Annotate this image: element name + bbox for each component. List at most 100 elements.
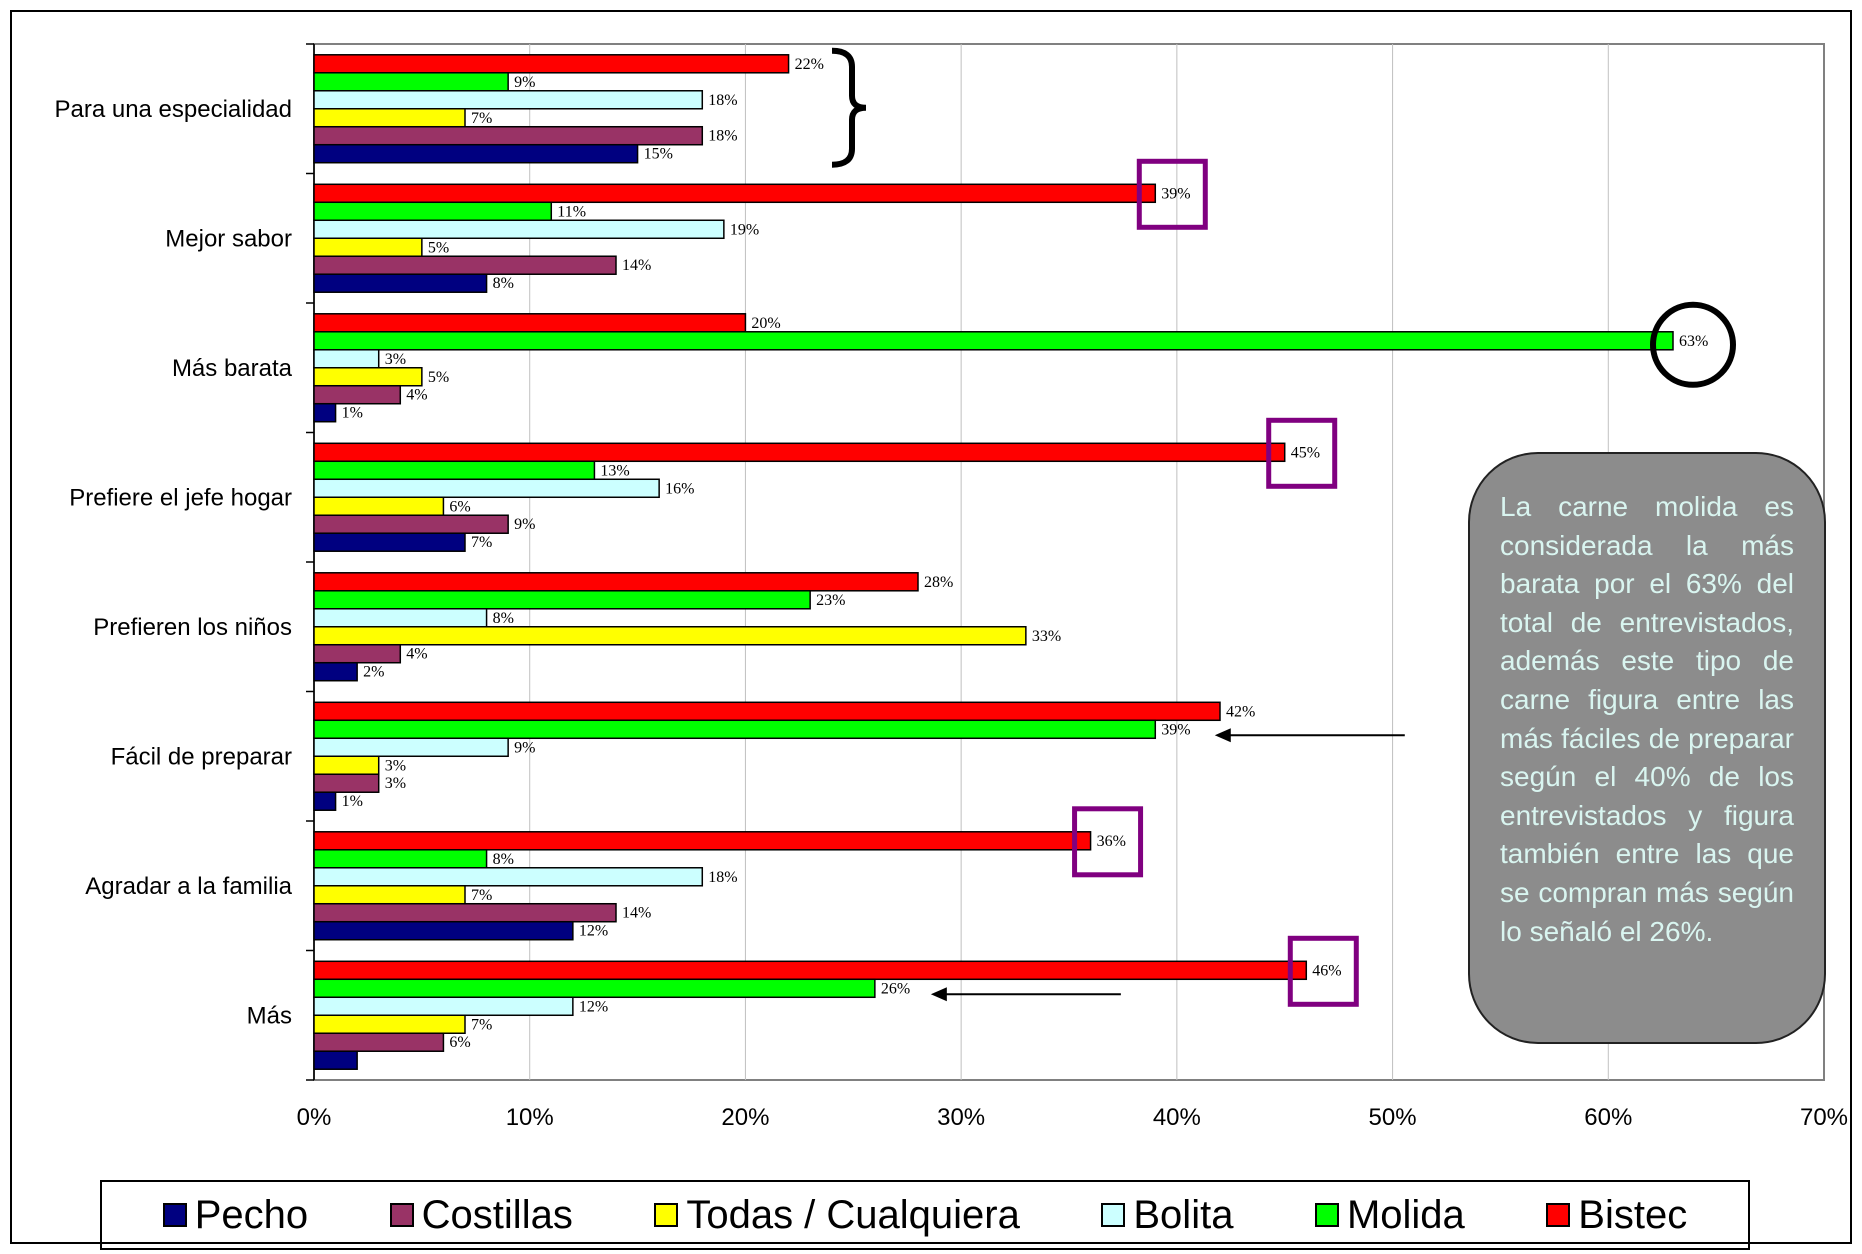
bar — [313, 201, 553, 222]
data-label: 7% — [471, 110, 492, 127]
bar — [313, 920, 574, 941]
bar — [313, 237, 423, 257]
bar — [313, 1032, 445, 1052]
data-label: 36% — [1097, 833, 1126, 850]
bar — [313, 442, 1286, 463]
highlight-square — [1287, 935, 1359, 1007]
data-label: 39% — [1161, 721, 1190, 738]
data-label: 16% — [665, 480, 694, 497]
data-label: 6% — [449, 1034, 470, 1051]
bar — [313, 331, 1674, 351]
x-tick-label: 60% — [1584, 1104, 1632, 1131]
bar — [313, 108, 466, 128]
arrow-head — [930, 987, 947, 1002]
data-label: 42% — [1226, 703, 1255, 720]
bar — [313, 255, 617, 275]
x-tick-label: 70% — [1800, 1104, 1848, 1131]
data-label: 3% — [385, 775, 406, 792]
data-label: 5% — [428, 239, 449, 256]
x-tick-label: 0% — [297, 1104, 332, 1131]
data-label: 8% — [493, 851, 514, 868]
data-label: 18% — [708, 92, 737, 109]
category-label: Agradar a la familia — [85, 873, 292, 900]
data-label: 18% — [708, 128, 737, 145]
bar — [313, 514, 509, 534]
bar — [313, 791, 337, 811]
category-label: Prefieren los niños — [93, 614, 292, 641]
arrow-head — [1214, 728, 1231, 743]
category-label: Mejor sabor — [165, 225, 292, 252]
bar — [313, 849, 488, 869]
legend-label: Molida — [1346, 1192, 1465, 1237]
legend-label: Pecho — [194, 1192, 309, 1237]
bar — [313, 219, 725, 240]
data-label: 8% — [493, 275, 514, 292]
data-label: 26% — [881, 980, 910, 997]
legend-swatch — [1314, 1203, 1339, 1227]
bar — [313, 831, 1092, 851]
bar — [313, 54, 790, 74]
bar — [313, 572, 919, 592]
bar — [313, 867, 704, 887]
bar — [313, 719, 1157, 740]
data-label: 4% — [406, 646, 427, 663]
bar — [313, 1014, 466, 1034]
bar — [313, 496, 445, 516]
x-tick-label: 10% — [506, 1104, 554, 1131]
x-tick-label: 50% — [1369, 1104, 1417, 1131]
data-label: 45% — [1291, 444, 1320, 461]
bar — [313, 960, 1308, 981]
bar — [313, 478, 660, 499]
bar — [313, 125, 704, 146]
legend-item: Bolita — [1101, 1193, 1233, 1238]
bar — [313, 978, 876, 999]
x-tick-label: 30% — [937, 1104, 985, 1131]
legend-item: Costillas — [389, 1193, 573, 1238]
bar — [313, 367, 423, 387]
bar — [313, 143, 639, 164]
data-label: 5% — [428, 369, 449, 386]
bar — [313, 384, 402, 405]
bar — [313, 72, 509, 92]
bar — [313, 90, 704, 110]
bar — [313, 643, 402, 664]
legend-label: Bolita — [1133, 1192, 1234, 1237]
data-label: 63% — [1679, 333, 1708, 350]
highlight-square — [1072, 806, 1144, 878]
bar — [313, 902, 617, 923]
bar — [313, 590, 811, 610]
category-label: Más barata — [172, 355, 293, 382]
bar — [313, 183, 1157, 204]
bar — [313, 885, 466, 905]
category-label: Más — [247, 1002, 292, 1029]
data-label: 13% — [600, 462, 629, 479]
highlight-square — [1266, 417, 1338, 489]
highlight-square — [1136, 158, 1208, 230]
data-label: 3% — [385, 757, 406, 774]
bar — [313, 402, 337, 423]
bar — [313, 532, 466, 552]
bar — [313, 996, 574, 1017]
data-label: 3% — [385, 351, 406, 368]
category-label: Prefiere el jefe hogar — [69, 484, 292, 511]
data-label: 33% — [1032, 628, 1061, 645]
data-label: 1% — [342, 405, 363, 422]
data-label: 8% — [493, 610, 514, 627]
category-label: Para una especialidad — [54, 96, 292, 123]
data-label: 14% — [622, 257, 651, 274]
data-label: 14% — [622, 905, 651, 922]
legend-swatch — [654, 1203, 679, 1227]
data-label: 18% — [708, 869, 737, 886]
x-tick-label: 40% — [1153, 1104, 1201, 1131]
legend-item: Bistec — [1546, 1193, 1687, 1238]
chart-frame — [10, 10, 1852, 1244]
brace-annotation — [831, 47, 867, 168]
data-label: 46% — [1312, 962, 1341, 979]
bar — [313, 313, 747, 333]
category-label: Fácil de preparar — [111, 743, 292, 770]
bar — [313, 626, 1027, 646]
note-box: La carne molida es considerada la más ba… — [1468, 452, 1826, 1044]
data-label: 15% — [644, 146, 673, 163]
data-label: 7% — [471, 887, 492, 904]
data-label: 39% — [1161, 185, 1190, 202]
